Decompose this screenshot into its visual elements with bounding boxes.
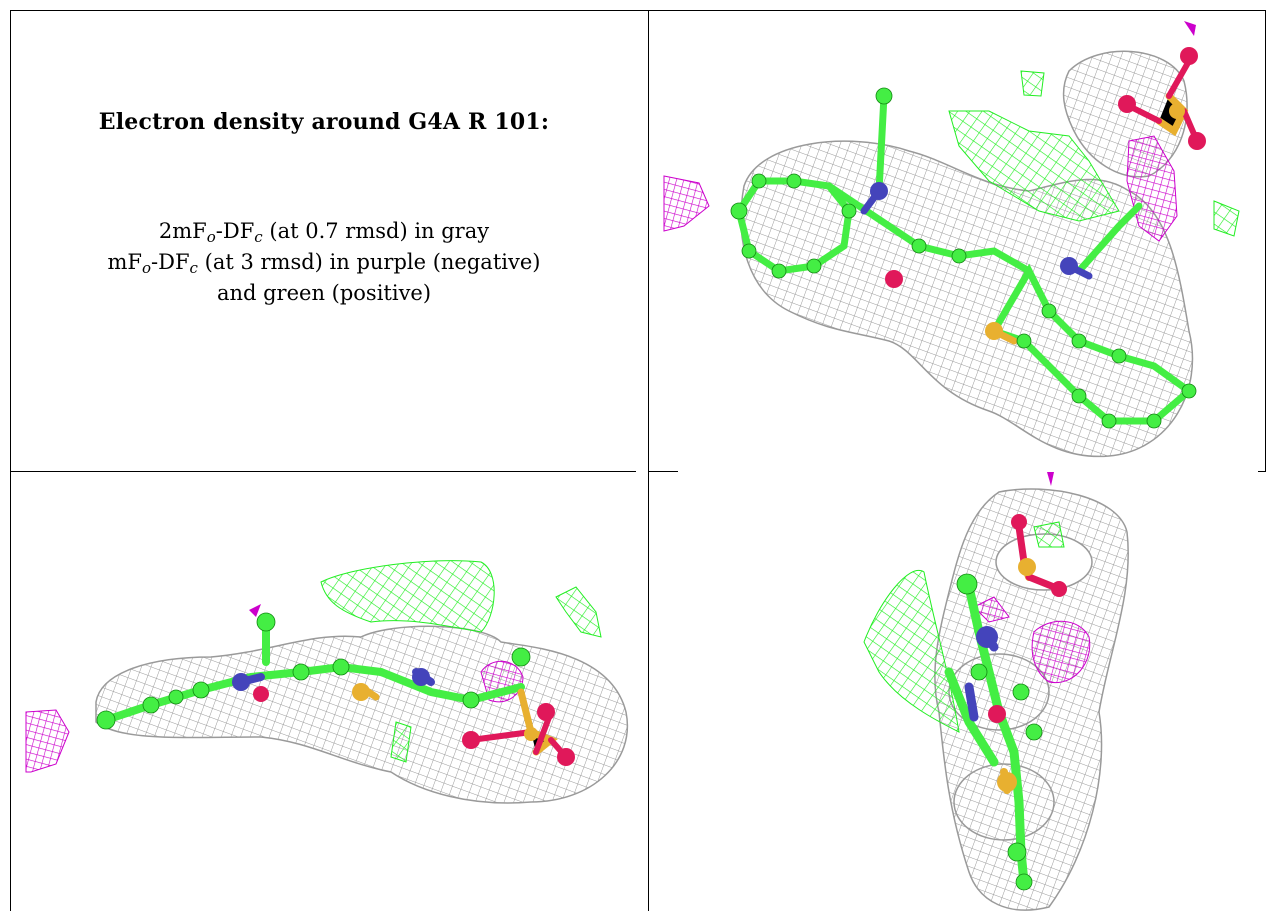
density-view-1	[649, 11, 1265, 471]
legend-line-colors: and green (positive)	[216, 281, 432, 305]
caption-cell: Electron density around G4A R 101: 2mFo-…	[11, 11, 648, 471]
figure-legend: 2mFo-DFc (at 0.7 rmsd) in gray mFo-DFc (…	[11, 216, 648, 309]
legend-line-2fofc: 2mFo-DFc (at 0.7 rmsd) in gray	[158, 219, 490, 246]
table-border-left	[10, 10, 11, 911]
figure-title: Electron density around G4A R 101:	[98, 109, 550, 135]
molecule-density-view-top	[663, 21, 1240, 458]
table-border-top	[10, 10, 1265, 11]
density-view-2	[11, 472, 648, 911]
molecule-density-view-end	[863, 472, 1129, 911]
table-divider-horizontal-left	[10, 471, 636, 472]
table-divider-vertical	[648, 10, 649, 911]
table-divider-tick	[1258, 471, 1266, 472]
molecule-density-view-side	[25, 560, 629, 804]
density-view-3	[649, 472, 1275, 911]
table-border-right	[1265, 10, 1266, 471]
table-divider-horizontal-right	[648, 471, 678, 472]
legend-line-fofc: mFo-DFc (at 3 rmsd) in purple (negative)	[107, 250, 541, 277]
